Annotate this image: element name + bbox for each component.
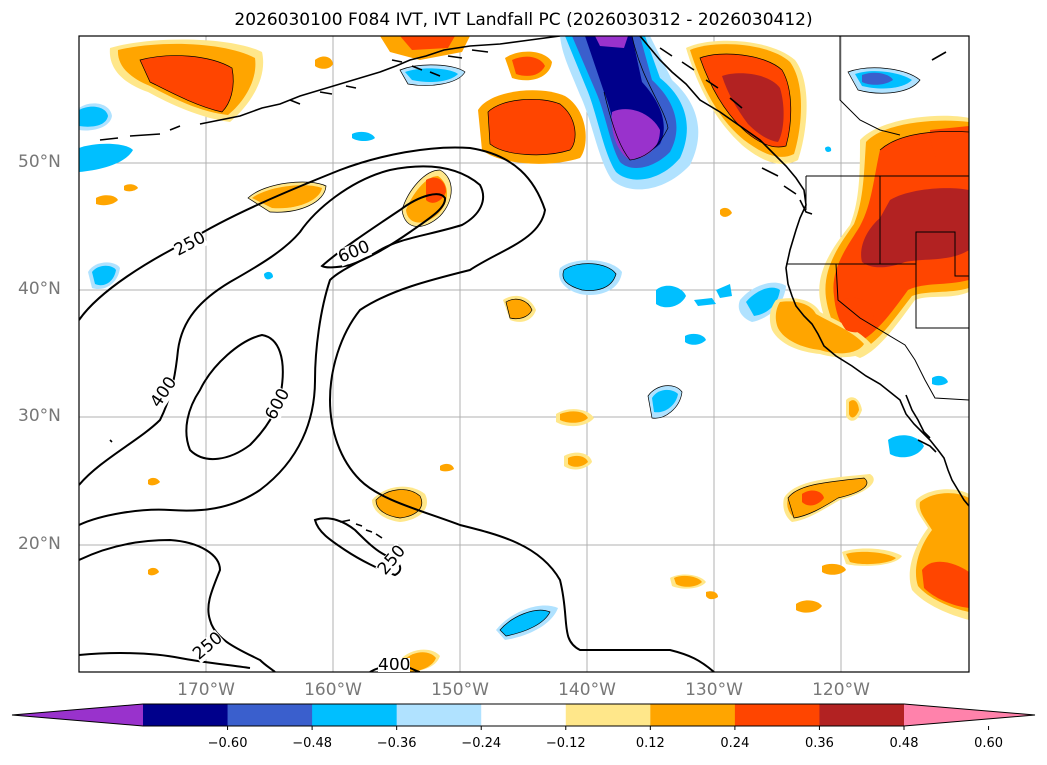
coastlines — [99, 36, 969, 539]
colorbar-segment — [143, 704, 229, 726]
colorbar-outline — [11, 703, 1036, 727]
colorbar-tick-label: −0.12 — [545, 736, 586, 751]
colorbar-segment — [481, 704, 567, 726]
colorbar-segment — [650, 704, 736, 726]
colorbar — [11, 703, 1036, 730]
lat-label: 40°N — [18, 279, 61, 299]
lon-label: 160°W — [304, 680, 362, 700]
colorbar-tick-label: −0.60 — [207, 736, 248, 751]
colorbar-tick-label: −0.24 — [461, 736, 502, 751]
colorbar-tick-label: −0.48 — [292, 736, 333, 751]
ivt-anomaly-negative — [79, 36, 948, 640]
colorbar-tick-label: 0.12 — [635, 736, 665, 751]
ivt-anomaly-positive-north — [109, 36, 586, 164]
lon-label: 150°W — [431, 680, 489, 700]
ivt-anomaly-positive — [96, 40, 969, 672]
map-frame — [78, 35, 970, 673]
colorbar-segment — [396, 704, 482, 726]
colorbar-tick-label: −0.36 — [376, 736, 417, 751]
political-borders — [786, 36, 969, 401]
lon-label: 140°W — [558, 680, 616, 700]
colorbar-segment — [734, 704, 820, 726]
map-title: 2026030100 F084 IVT, IVT Landfall PC (20… — [234, 10, 813, 30]
lat-label: 30°N — [18, 406, 61, 426]
colorbar-tick-label: 0.48 — [889, 736, 919, 751]
colorbar-extend-min — [12, 704, 143, 726]
colorbar-segment — [819, 704, 905, 726]
colorbar-segment — [227, 704, 313, 726]
contour-label: 400 — [378, 658, 411, 672]
lat-label: 20°N — [18, 534, 61, 554]
colorbar-tick-label: 0.24 — [720, 736, 750, 751]
colorbar-segment — [565, 704, 651, 726]
colorbar-extend-max — [904, 704, 1035, 726]
lat-label: 50°N — [18, 152, 61, 172]
colorbar-tick-label: 0.36 — [804, 736, 834, 751]
colorbar-segment — [312, 704, 398, 726]
lon-label: 170°W — [177, 680, 235, 700]
colorbar-tick-label: 0.60 — [974, 736, 1004, 751]
anomaly-outlines — [139, 36, 969, 637]
lon-label: 120°W — [812, 680, 870, 700]
lon-label: 130°W — [685, 680, 743, 700]
